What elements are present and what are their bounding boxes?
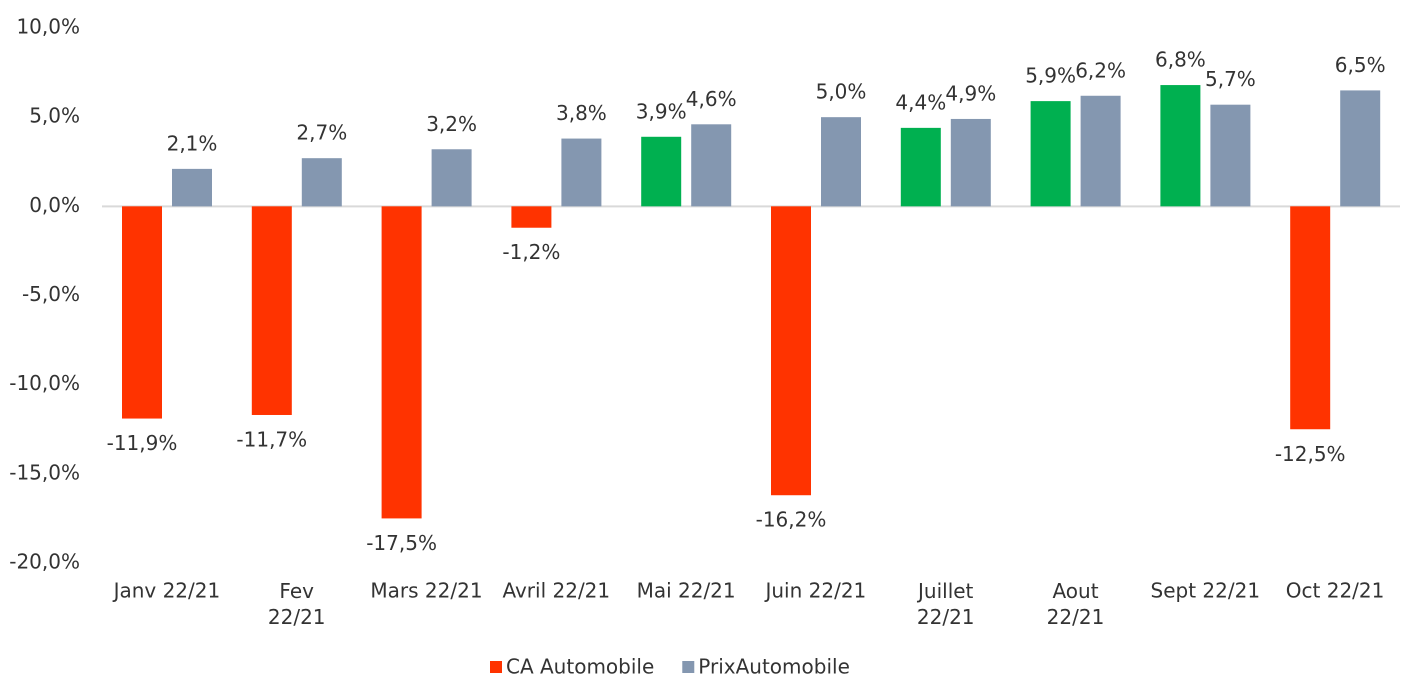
- value-label: 5,9%: [1025, 64, 1076, 88]
- bar: [1340, 90, 1381, 207]
- x-tick-label: Avril 22/21: [502, 579, 610, 603]
- legend-label: PrixAutomobile: [698, 655, 850, 679]
- x-tick-label: Sept 22/21: [1151, 579, 1261, 603]
- x-tick-label: Mai 22/21: [637, 579, 736, 603]
- bar: [1210, 104, 1251, 207]
- x-tick-label: Oct 22/21: [1286, 579, 1385, 603]
- bar: [511, 206, 552, 228]
- legend-swatch: [490, 661, 502, 673]
- y-tick-label: 10,0%: [16, 15, 80, 39]
- value-label: -11,7%: [236, 427, 307, 451]
- bar: [561, 138, 602, 207]
- bar: [900, 127, 941, 207]
- y-tick-label: -20,0%: [9, 550, 80, 574]
- x-tick-label: Juillet 22/21: [916, 579, 975, 629]
- value-label: 3,8%: [556, 101, 607, 125]
- bar: [381, 206, 422, 519]
- value-label: -17,5%: [366, 531, 437, 555]
- value-label: 2,1%: [167, 131, 218, 155]
- y-tick-label: -5,0%: [22, 282, 80, 306]
- value-label: 6,5%: [1335, 53, 1386, 77]
- bar: [1160, 85, 1201, 207]
- x-tick-label: Juin 22/21: [763, 579, 866, 603]
- x-tick-label: Janv 22/21: [112, 579, 221, 603]
- y-tick-label: 0,0%: [29, 193, 80, 217]
- value-label: 4,4%: [895, 90, 946, 114]
- bar: [771, 206, 811, 496]
- bar: [1290, 206, 1331, 430]
- x-tick-label: Fev 22/21: [268, 579, 326, 629]
- value-label: 5,0%: [816, 80, 867, 104]
- bar: [1030, 101, 1071, 207]
- y-tick-label: -15,0%: [9, 460, 80, 484]
- bar: [1080, 95, 1121, 207]
- value-label: 6,8%: [1155, 48, 1206, 72]
- value-label: 3,2%: [426, 112, 477, 136]
- value-label: -12,5%: [1275, 442, 1346, 466]
- value-label: 2,7%: [296, 121, 347, 145]
- bar: [950, 118, 991, 207]
- value-label: -16,2%: [756, 508, 827, 532]
- x-tick-label: Aout 22/21: [1047, 579, 1105, 629]
- bar: [641, 136, 682, 207]
- value-label: 6,2%: [1075, 58, 1126, 82]
- value-label: 3,9%: [636, 99, 687, 123]
- bar: [251, 206, 292, 415]
- bar: [431, 149, 472, 207]
- value-label: -11,9%: [107, 431, 178, 455]
- bar: [301, 158, 342, 207]
- bar: [691, 124, 732, 207]
- y-tick-label: -10,0%: [9, 371, 80, 395]
- x-tick-label: Mars 22/21: [370, 579, 482, 603]
- legend-swatch: [682, 661, 695, 673]
- bar: [172, 168, 212, 207]
- bar: [122, 206, 162, 419]
- bar: [821, 117, 861, 207]
- value-label: 4,6%: [686, 87, 737, 111]
- legend-label: CA Automobile: [506, 655, 654, 679]
- value-label: 4,9%: [945, 81, 996, 105]
- value-label: -1,2%: [502, 240, 560, 264]
- value-label: 5,7%: [1205, 67, 1256, 91]
- y-tick-label: 5,0%: [29, 104, 80, 128]
